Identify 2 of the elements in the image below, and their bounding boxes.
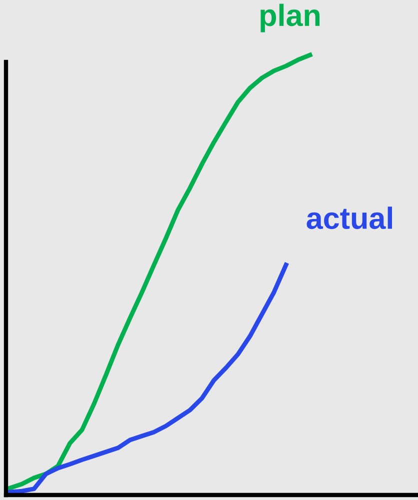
series-label: actual — [306, 206, 392, 230]
series-label: plan — [260, 4, 320, 32]
